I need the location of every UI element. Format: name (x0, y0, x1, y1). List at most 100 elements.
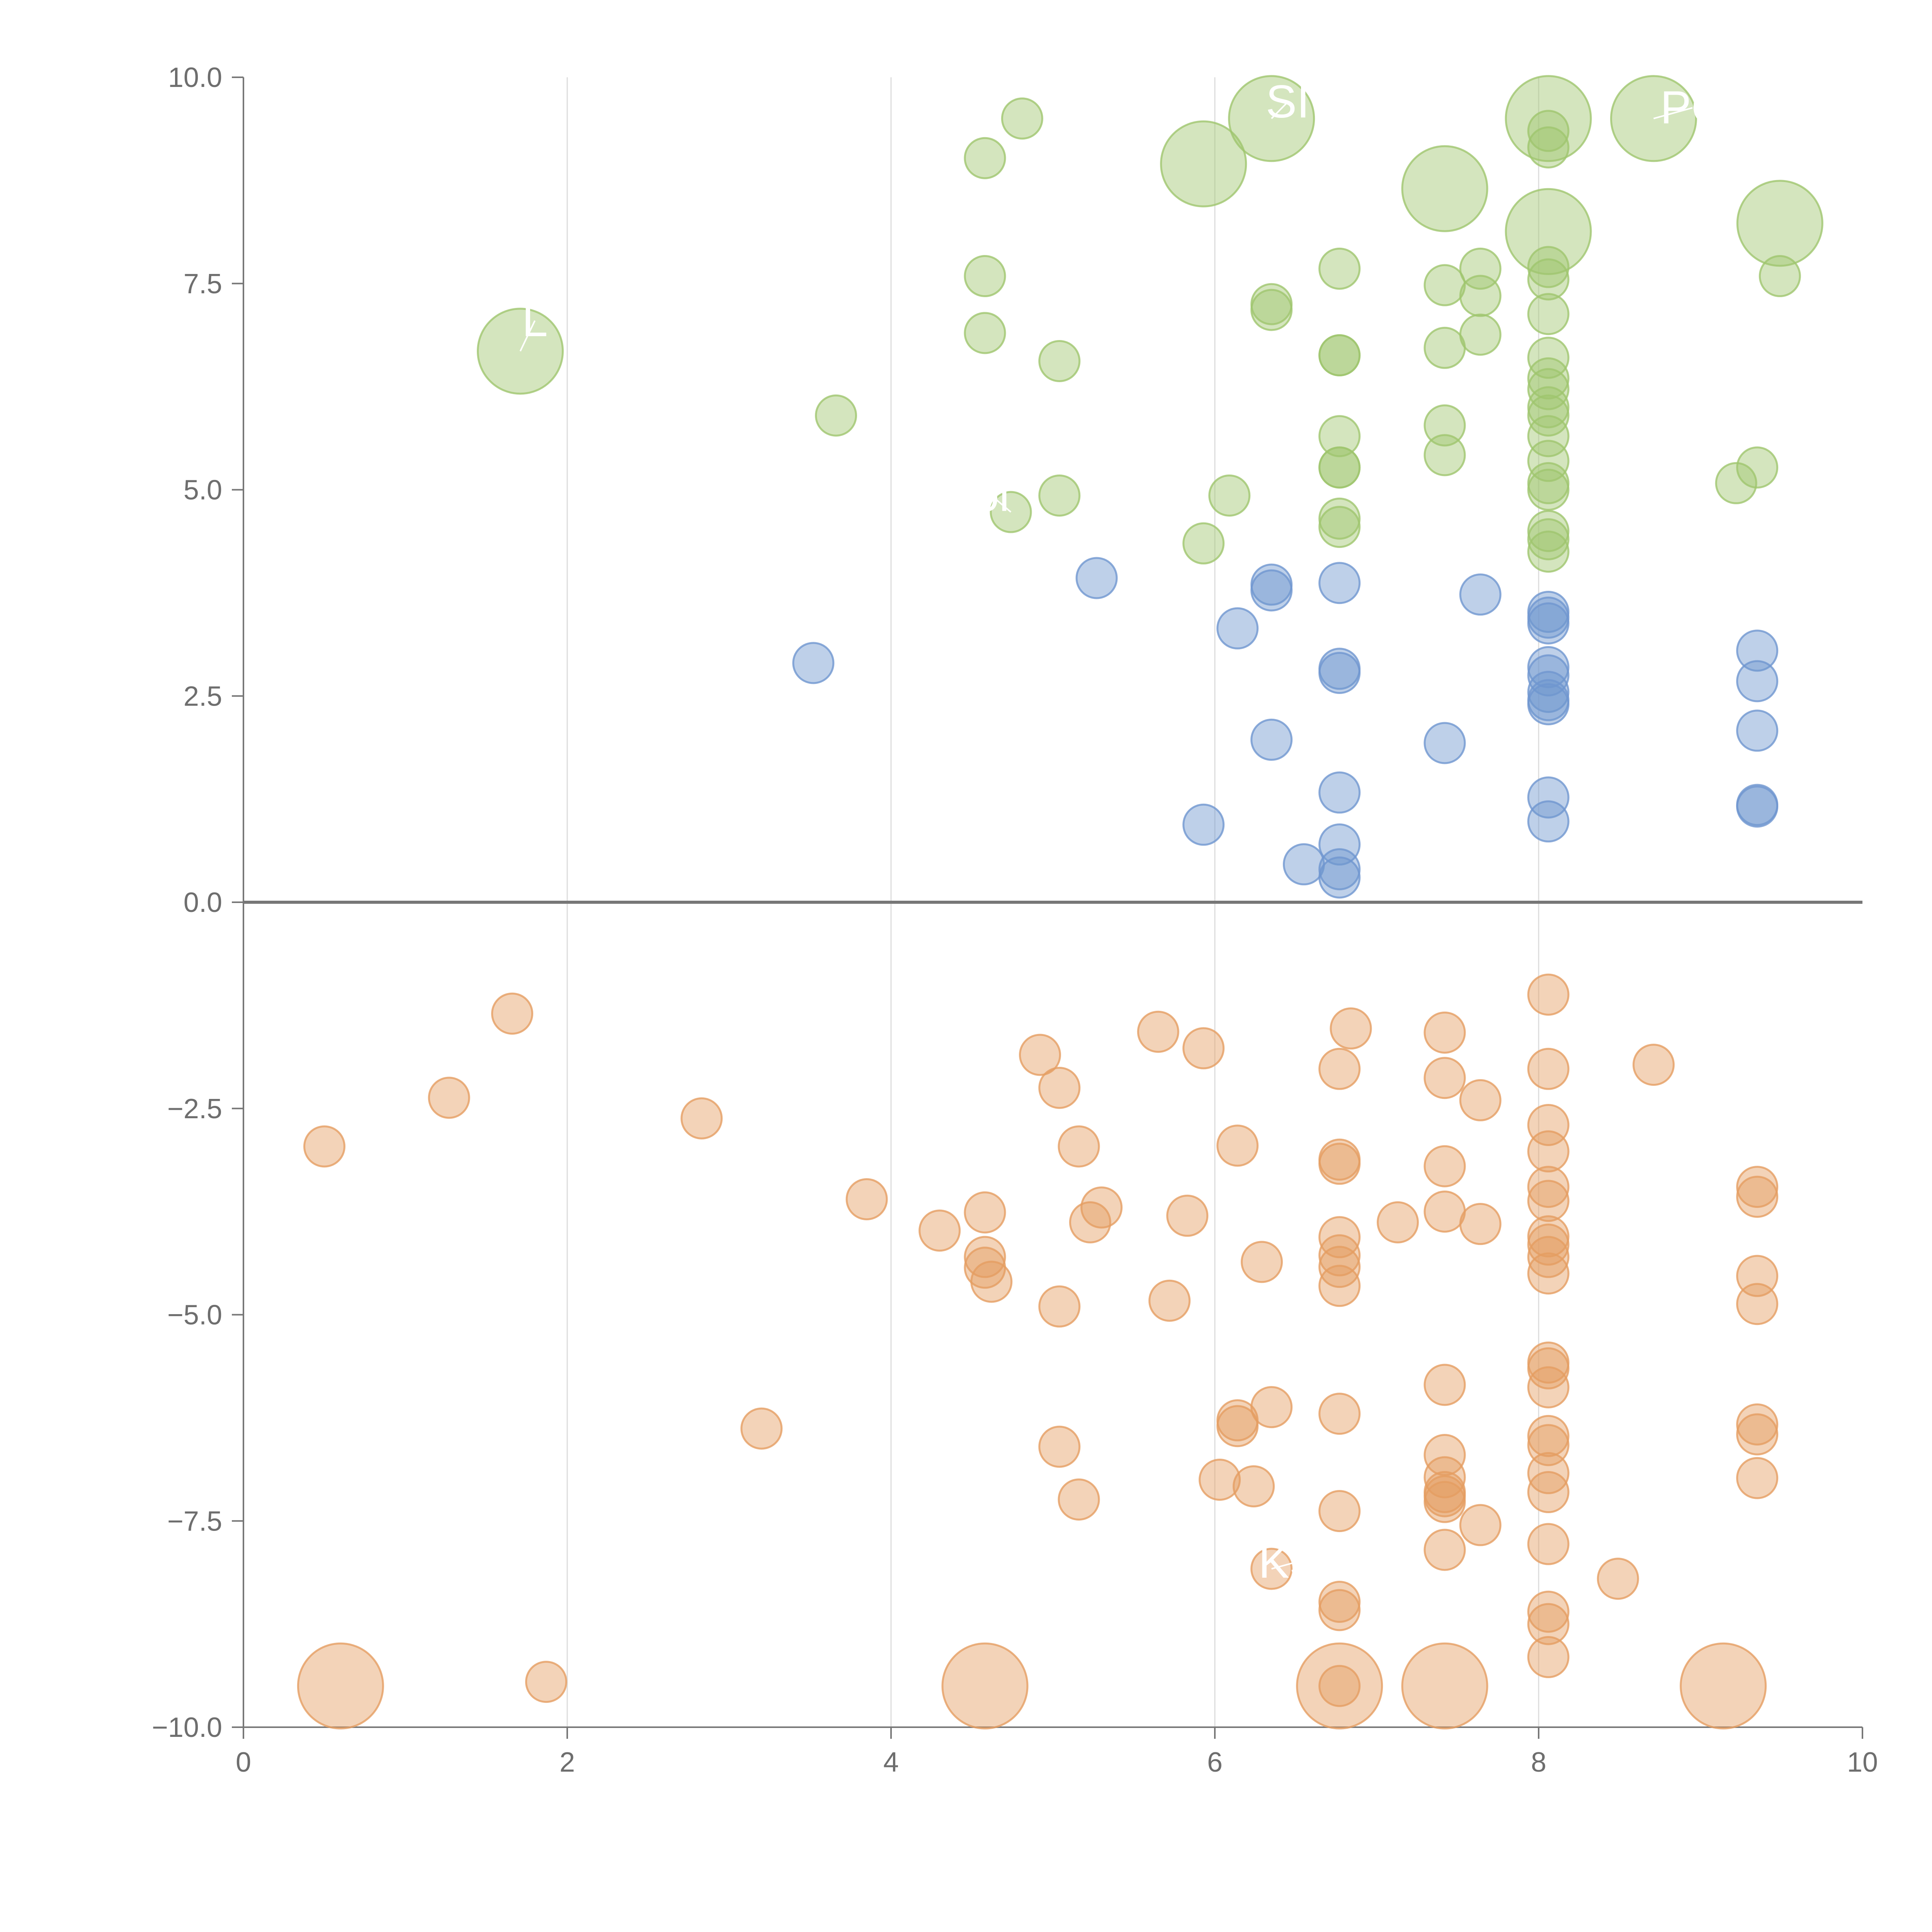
orange-bubble (1527, 1590, 1570, 1633)
green-bubble (1527, 258, 1570, 301)
orange-bubble (1736, 1403, 1779, 1446)
orange-bubble (1423, 1481, 1466, 1523)
orange-bubble (1318, 1216, 1361, 1259)
orange-bubble (1318, 1589, 1361, 1631)
green-bubble (1527, 518, 1570, 561)
blue-bubble (1250, 718, 1293, 761)
orange-bubble (964, 1191, 1006, 1234)
green-bubble (1527, 531, 1570, 573)
blue-bubble (1423, 722, 1466, 764)
orange-bubble (1632, 1044, 1675, 1086)
orange-bubble (1296, 1642, 1383, 1730)
green-bubble (1318, 506, 1361, 548)
x-tick-label: 0 (236, 1747, 251, 1778)
x-tick-label: 6 (1207, 1747, 1223, 1778)
orange-bubble (1527, 1603, 1570, 1645)
green-bubble (1527, 415, 1570, 457)
green-bubble (1318, 247, 1361, 290)
orange-bubble (1182, 1027, 1225, 1070)
green-bubble (964, 312, 1006, 354)
orange-bubble (1459, 1504, 1502, 1546)
green-bubble (1527, 110, 1570, 152)
orange-bubble (297, 1642, 384, 1730)
green-bubble (1423, 404, 1466, 447)
orange-bubble (1148, 1279, 1191, 1322)
orange-bubble (1166, 1194, 1209, 1237)
orange-bubble (964, 1236, 1006, 1278)
y-tick-label: −7.5 (167, 1506, 222, 1537)
orange-bubble (918, 1209, 961, 1252)
orange-bubble (1527, 1366, 1570, 1408)
blue-bubble (1075, 557, 1118, 599)
orange-bubble (1527, 1471, 1570, 1514)
blue-bubble (1736, 785, 1779, 828)
orange-bubble (1597, 1558, 1639, 1600)
orange-bubble (1736, 1283, 1779, 1325)
orange-bubble (1736, 1166, 1779, 1208)
green-bubble (1250, 289, 1293, 331)
x-tick-label: 4 (883, 1747, 899, 1778)
bubbles (297, 75, 1823, 1730)
blue-bubble (1318, 823, 1361, 866)
green-bubble (1318, 334, 1361, 376)
orange-bubble (1318, 1143, 1361, 1185)
orange-bubble (1330, 1007, 1372, 1050)
orange-bubble (1080, 1186, 1123, 1229)
orange-bubble (1527, 1180, 1570, 1222)
orange-bubble (1423, 1529, 1466, 1571)
orange-bubble (1527, 1347, 1570, 1389)
green-bubble (1505, 188, 1592, 275)
orange-bubble (740, 1407, 783, 1450)
orange-bubble (1318, 1265, 1361, 1307)
orange-bubble (1423, 1145, 1466, 1187)
blue-bubble (1527, 683, 1570, 726)
green-bubble (1182, 522, 1225, 565)
orange-bubble (1318, 1490, 1361, 1532)
y-tick-label: 7.5 (184, 269, 222, 299)
green-bubble (964, 137, 1006, 179)
blue-bubble (792, 642, 835, 684)
orange-bubble (1318, 1246, 1361, 1288)
green-bubble (1505, 75, 1592, 162)
x-tick-label: 8 (1531, 1747, 1546, 1778)
green-bubble (1423, 434, 1466, 476)
label-leader-line (1653, 107, 1693, 119)
bubble-label: PC (1660, 82, 1725, 133)
orange-bubble (1038, 1425, 1081, 1468)
bubble-label: ol (973, 469, 1009, 521)
blue-bubble (1527, 654, 1570, 697)
orange-bubble (1423, 1456, 1466, 1498)
green-bubble (1038, 340, 1081, 382)
orange-bubble (1038, 1285, 1081, 1328)
green-bubble (1736, 180, 1823, 267)
orange-bubble (1527, 1166, 1570, 1208)
bubble-labels: SI PC Lol KSt (519, 76, 1725, 1588)
green-bubble (1160, 120, 1247, 207)
orange-bubble (680, 1097, 723, 1139)
green-bubble (1527, 357, 1570, 400)
orange-bubble (1250, 1386, 1293, 1429)
green-bubble (964, 255, 1006, 298)
orange-bubble (1019, 1034, 1061, 1076)
green-bubble (1527, 293, 1570, 335)
axes: 0 2 4 6 8 10 −10.0 −7.5 −5.0 −2.5 0.0 2.5 5.0 7.5 10.0 (152, 62, 1878, 1778)
orange-bubble (1459, 1203, 1502, 1245)
green-bubble (1527, 246, 1570, 288)
orange-bubble (1423, 1364, 1466, 1406)
blue-bubble (1527, 800, 1570, 843)
orange-bubble (1318, 1048, 1361, 1090)
orange-bubble (1038, 1066, 1081, 1109)
orange-bubble (1527, 1636, 1570, 1679)
orange-bubble (1680, 1642, 1767, 1730)
green-bubble (1208, 474, 1251, 517)
orange-bubble (1233, 1465, 1275, 1508)
label-leader-line (1271, 1561, 1296, 1570)
y-tick-label: 0.0 (184, 887, 222, 918)
label-leader-line (519, 320, 536, 352)
orange-bubble (1318, 1393, 1361, 1435)
green-bubble (1401, 145, 1488, 232)
green-bubble (815, 394, 857, 437)
orange-bubble (1318, 1665, 1361, 1707)
